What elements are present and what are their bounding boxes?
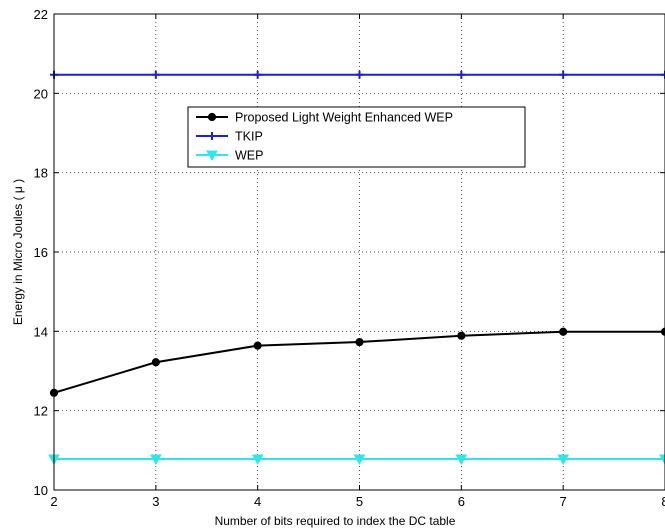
legend: Proposed Light Weight Enhanced WEP TKIP WE… xyxy=(187,106,526,168)
triangle-down-marker xyxy=(251,454,264,466)
plus-marker xyxy=(253,70,262,79)
x-tick-label: 3 xyxy=(152,494,159,509)
circle-marker xyxy=(151,358,160,367)
series-wep xyxy=(48,454,665,466)
triangle-down-marker xyxy=(353,454,366,466)
x-tick-label: 2 xyxy=(50,494,57,509)
plus-marker xyxy=(661,70,665,79)
x-axis-title: Number of bits required to index the DC … xyxy=(215,514,456,528)
circle-marker xyxy=(457,331,466,340)
plus-marker xyxy=(355,70,364,79)
legend-item: TKIP xyxy=(196,130,263,144)
plus-marker xyxy=(151,70,160,79)
legend-item: Proposed Light Weight Enhanced WEP xyxy=(196,111,453,125)
axis-ticks xyxy=(53,13,665,491)
legend-box xyxy=(187,106,526,168)
y-tick-label: 16 xyxy=(34,245,48,260)
x-tick-label: 5 xyxy=(356,494,363,509)
y-tick-label: 20 xyxy=(34,86,48,101)
series-proposed-light-weight-enhanced-wep xyxy=(49,327,665,397)
x-tick-label: 6 xyxy=(458,494,465,509)
plus-marker xyxy=(559,70,568,79)
legend-label: TKIP xyxy=(235,130,263,144)
triangle-down-marker xyxy=(557,454,570,466)
circle-marker xyxy=(355,337,364,347)
y-axis-title: Energy in Micro Joules ( μ ) xyxy=(11,179,25,325)
legend-item: WEP xyxy=(196,149,263,163)
circle-marker xyxy=(559,327,568,336)
y-tick-label: 22 xyxy=(34,7,48,22)
series-layer xyxy=(48,70,665,466)
x-tick-label: 8 xyxy=(661,494,665,509)
y-tick-label: 12 xyxy=(34,404,48,419)
triangle-down-marker xyxy=(206,150,218,162)
circle-marker xyxy=(253,341,262,350)
x-tick-label: 4 xyxy=(254,494,261,509)
triangle-down-marker xyxy=(455,454,468,466)
legend-label: WEP xyxy=(235,149,263,163)
plus-marker xyxy=(457,70,466,79)
y-tick-label: 14 xyxy=(34,324,48,339)
tick-labels: 2 3 4 5 6 7 8 10 12 14 16 18 20 22 xyxy=(34,7,665,509)
grid-lines xyxy=(54,14,665,490)
legend-label: Proposed Light Weight Enhanced WEP xyxy=(235,111,453,125)
series-tkip xyxy=(50,70,665,79)
plus-marker xyxy=(208,132,216,140)
x-tick-label: 7 xyxy=(560,494,567,509)
y-tick-label: 10 xyxy=(34,483,48,498)
triangle-down-marker xyxy=(659,454,665,466)
y-tick-label: 18 xyxy=(34,166,48,181)
triangle-down-marker xyxy=(149,454,162,466)
circle-marker xyxy=(207,112,217,122)
